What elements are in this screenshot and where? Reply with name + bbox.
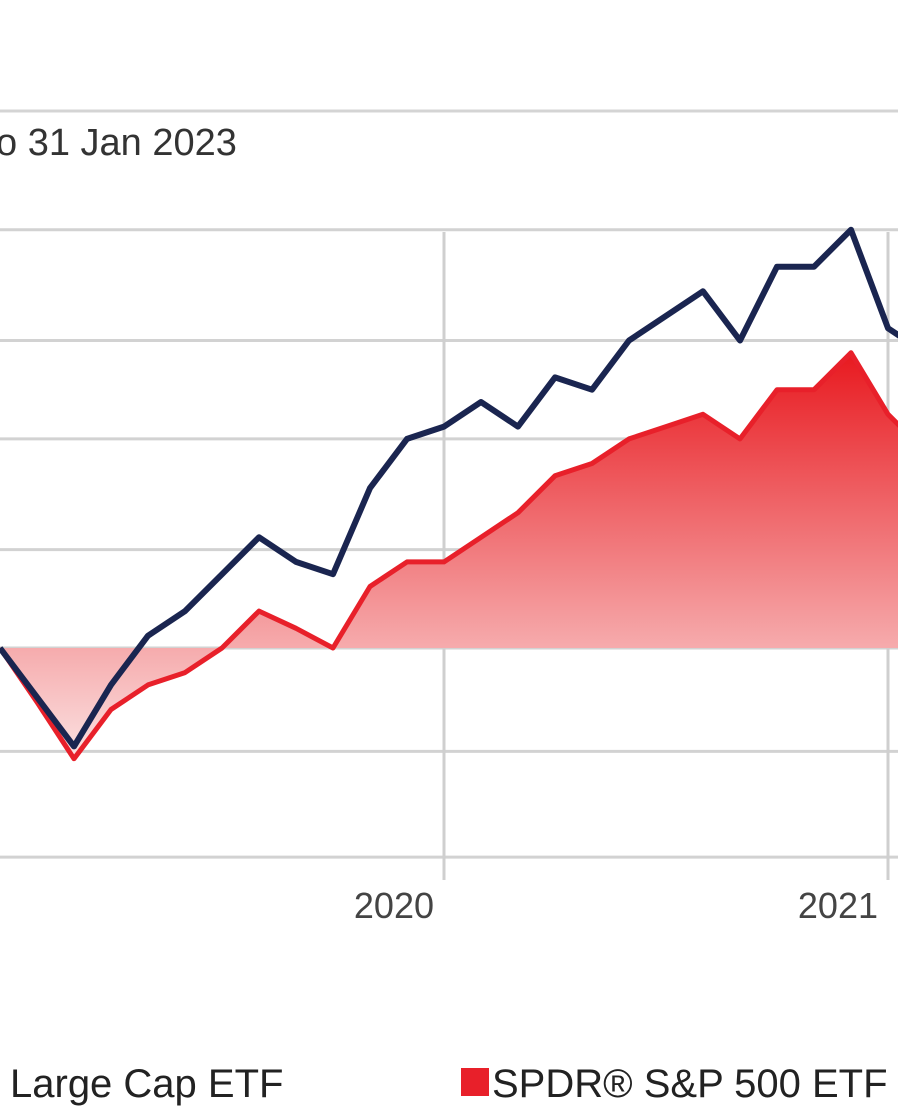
x-tick-label: 2020 (354, 885, 434, 926)
legend-label-large-cap: Large Cap ETF (10, 1062, 283, 1106)
line-layer (0, 226, 898, 750)
series-spdr-edge (0, 350, 898, 762)
x-tick-label: 2021 (798, 885, 878, 926)
x-axis-ticks: 2020 2021 (354, 885, 878, 926)
legend: Large Cap ETF SPDR® S&P 500 ETF Tr (10, 1062, 898, 1106)
area-layer (0, 350, 898, 762)
legend-swatch-spdr (461, 1068, 489, 1096)
chart-subtitle: o 31 Jan 2023 (0, 122, 237, 164)
legend-label-spdr: SPDR® S&P 500 ETF Tr (492, 1062, 898, 1106)
series-spdr-area (0, 352, 898, 759)
series-large-cap-line (0, 226, 898, 750)
